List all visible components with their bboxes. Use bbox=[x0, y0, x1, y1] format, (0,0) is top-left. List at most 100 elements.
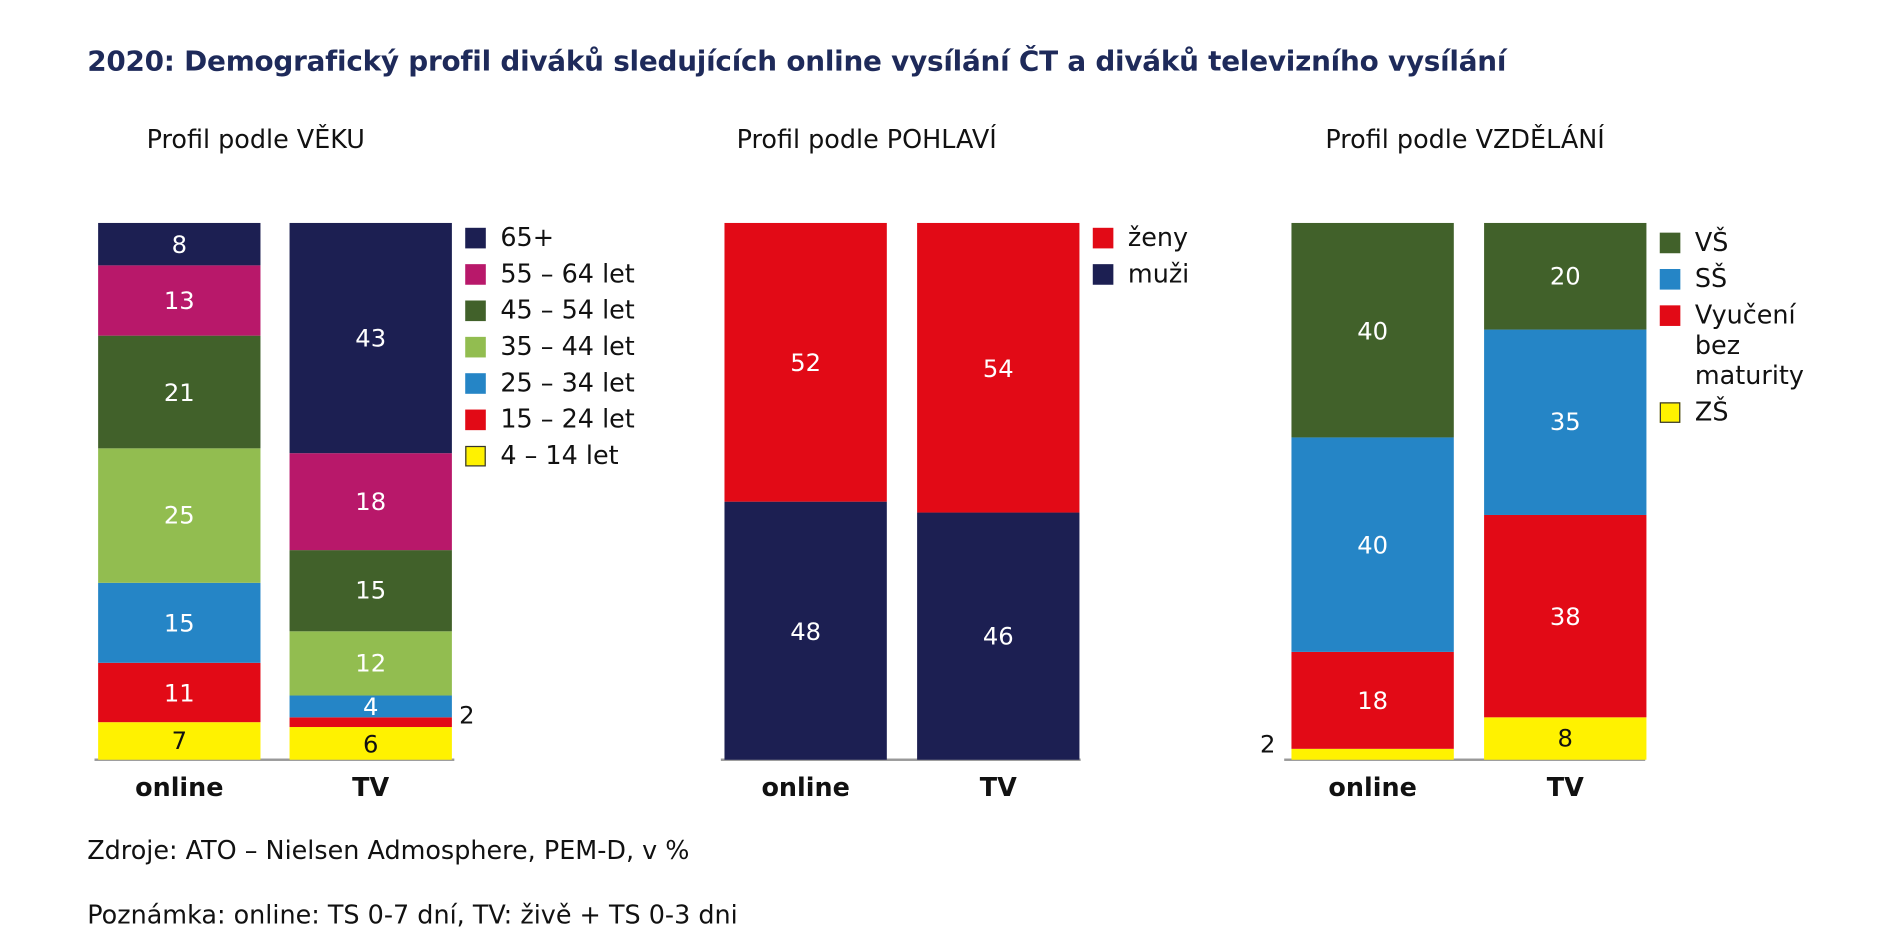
bar-segment bbox=[289, 727, 452, 760]
legend-swatch bbox=[465, 336, 486, 358]
legend-label: 45 – 54 let bbox=[500, 295, 635, 325]
bar-segment bbox=[1484, 515, 1647, 718]
data-label: 38 bbox=[1549, 601, 1581, 631]
legend-item: 55 – 64 let bbox=[465, 259, 635, 288]
data-label: 8 bbox=[1557, 723, 1573, 754]
data-label: 18 bbox=[355, 487, 387, 517]
subtitle-gender: Profil podle POHLAVÍ bbox=[736, 124, 997, 154]
data-label: 12 bbox=[355, 648, 387, 678]
legend-item: 65+ bbox=[465, 223, 554, 252]
bar-segment bbox=[98, 663, 261, 723]
bar-segment bbox=[1291, 748, 1454, 760]
legend-item: 35 – 44 let bbox=[465, 332, 635, 361]
legend-label: 55 – 64 let bbox=[500, 259, 635, 289]
remark-note: Poznámka: online: TS 0-7 dní, TV: živě +… bbox=[87, 900, 738, 930]
legend-swatch bbox=[465, 264, 486, 285]
bar-segment bbox=[289, 550, 452, 631]
x-axis-line bbox=[94, 758, 455, 761]
data-label: 48 bbox=[790, 616, 822, 646]
legend-swatch bbox=[1659, 305, 1681, 326]
bar-segment bbox=[98, 582, 261, 664]
legend-item: VŠ bbox=[1659, 227, 1729, 257]
bar-segment bbox=[1291, 437, 1454, 653]
bar-segment bbox=[724, 222, 887, 503]
legend-label: SŠ bbox=[1694, 264, 1728, 294]
data-label: 2 bbox=[1259, 729, 1276, 759]
legend-swatch bbox=[465, 409, 486, 431]
legend-item: ženy bbox=[1092, 222, 1189, 253]
bar-segment bbox=[917, 222, 1080, 513]
data-label: 4 bbox=[362, 691, 379, 721]
bar-segment bbox=[1484, 717, 1647, 760]
data-label: 21 bbox=[163, 377, 195, 407]
category-label: online bbox=[1328, 773, 1417, 803]
legend-swatch bbox=[1092, 227, 1114, 249]
legend-item: SŠ bbox=[1659, 264, 1728, 294]
bar-segment bbox=[289, 630, 452, 696]
bar-segment bbox=[98, 265, 261, 336]
legend-swatch bbox=[1092, 264, 1114, 285]
legend-label: 65+ bbox=[500, 222, 555, 253]
data-label: 18 bbox=[1357, 686, 1389, 716]
subtitle-age: Profil podle VĚKU bbox=[146, 124, 365, 154]
bar-segment bbox=[289, 222, 452, 454]
legend-item: Vyučení bez maturity bbox=[1659, 300, 1828, 392]
data-label: 40 bbox=[1357, 315, 1389, 345]
bar-segment bbox=[1291, 652, 1454, 749]
bar-segment bbox=[724, 502, 887, 760]
legend-label: ženy bbox=[1127, 222, 1189, 253]
legend-label: 35 – 44 let bbox=[500, 332, 635, 362]
data-label: 11 bbox=[163, 678, 195, 708]
data-label: 40 bbox=[1357, 530, 1389, 560]
bar-segment bbox=[289, 695, 452, 717]
bar-segment bbox=[1484, 222, 1647, 330]
legend-item: muži bbox=[1092, 259, 1190, 289]
x-axis-line bbox=[720, 758, 1081, 761]
legend-swatch bbox=[1659, 402, 1681, 423]
legend-swatch bbox=[1659, 232, 1681, 254]
bar-segment bbox=[98, 722, 261, 760]
data-label: 2 bbox=[459, 699, 475, 729]
legend-item: ZŠ bbox=[1659, 397, 1729, 427]
data-label: 7 bbox=[171, 726, 188, 756]
bar-segment bbox=[98, 335, 261, 449]
category-label: TV bbox=[352, 773, 390, 803]
data-label: 43 bbox=[355, 323, 387, 353]
data-label: 52 bbox=[790, 347, 822, 378]
data-label: 46 bbox=[982, 621, 1014, 651]
bar-segment bbox=[289, 453, 452, 551]
legend-label: VŠ bbox=[1694, 227, 1729, 257]
source-note: Zdroje: ATO – Nielsen Admosphere, PEM-D,… bbox=[87, 836, 690, 866]
bar-segment bbox=[917, 512, 1080, 760]
legend-label: 25 – 34 let bbox=[500, 368, 635, 398]
category-label: online bbox=[761, 773, 850, 803]
category-label: TV bbox=[979, 773, 1017, 803]
data-label: 15 bbox=[355, 576, 387, 606]
bar-segment bbox=[289, 716, 452, 728]
legend-item: 15 – 24 let bbox=[465, 405, 635, 434]
legend-label: ZŠ bbox=[1694, 397, 1729, 427]
bar-segment bbox=[1291, 222, 1454, 438]
legend-label: muži bbox=[1127, 259, 1190, 289]
legend-swatch bbox=[465, 227, 486, 249]
data-label: 15 bbox=[163, 608, 195, 638]
data-label: 35 bbox=[1549, 407, 1581, 437]
data-label: 6 bbox=[362, 729, 379, 759]
legend-label: 15 – 24 let bbox=[500, 404, 635, 434]
data-label: 20 bbox=[1549, 261, 1581, 291]
data-label: 8 bbox=[171, 229, 188, 259]
bar-segment bbox=[1484, 329, 1647, 516]
x-axis-line bbox=[1284, 758, 1646, 761]
legend-swatch bbox=[465, 373, 486, 394]
data-label: 25 bbox=[163, 500, 195, 531]
legend-label: Vyučení bez maturity bbox=[1694, 300, 1804, 391]
bar-segment bbox=[98, 448, 261, 583]
legend-swatch bbox=[465, 445, 486, 467]
chart-title: 2020: Demografický profil diváků sledují… bbox=[87, 46, 1507, 78]
legend-item: 25 – 34 let bbox=[465, 368, 635, 397]
data-label: 54 bbox=[982, 353, 1014, 383]
legend-item: 45 – 54 let bbox=[465, 296, 635, 325]
legend-label: 4 – 14 let bbox=[500, 441, 619, 471]
bar-segment bbox=[98, 222, 261, 266]
